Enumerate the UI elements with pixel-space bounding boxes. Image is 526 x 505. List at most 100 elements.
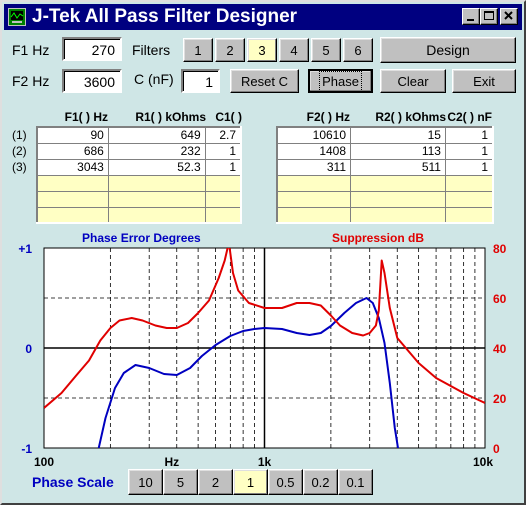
row-label-2: (2) <box>12 144 27 158</box>
phase-scale-button-label: 1 <box>246 474 255 490</box>
phase-scale-0_1-button[interactable]: 0.1 <box>338 469 373 495</box>
filter-6-button[interactable]: 6 <box>343 38 373 62</box>
filter-4-button[interactable]: 4 <box>279 38 309 62</box>
table-cell[interactable] <box>444 174 494 192</box>
table-cell[interactable] <box>444 206 494 224</box>
phase-scale-button-label: 0.1 <box>346 474 365 490</box>
table1-header-f1: F1( ) Hz <box>64 110 108 124</box>
table-cell[interactable]: 1 <box>444 158 494 176</box>
filter-button-label: 6 <box>354 42 362 58</box>
table-row <box>36 206 242 224</box>
table-row <box>36 174 242 192</box>
table1: 90 649 2.7 686 232 1 3043 52.3 1 <box>36 126 242 224</box>
filter-1-button[interactable]: 1 <box>183 38 213 62</box>
x-tick-label: 10k <box>473 455 493 469</box>
table-cell[interactable] <box>444 190 494 208</box>
table-cell[interactable] <box>276 190 352 208</box>
phase-suppression-chart: Phase Error Degrees Suppression dB +1 0 -1 80… <box>18 231 507 469</box>
table-cell[interactable]: 311 <box>276 158 352 176</box>
table-cell[interactable]: 1408 <box>276 142 352 160</box>
x-tick-label: Hz <box>165 455 180 469</box>
maximize-icon <box>484 11 494 20</box>
x-tick-label: 1k <box>258 455 272 469</box>
table1-header-r1: R1( ) kOhms <box>135 110 206 124</box>
phase-scale-button-label: 10 <box>138 474 153 490</box>
table-row: 10610 15 1 <box>276 126 494 144</box>
table-cell[interactable]: 1 <box>444 142 494 160</box>
table-cell[interactable]: 232 <box>107 142 206 160</box>
phase-scale-10-button[interactable]: 10 <box>128 469 163 495</box>
table-cell[interactable]: 686 <box>36 142 109 160</box>
table-cell[interactable] <box>204 174 242 192</box>
clear-label: Clear <box>397 73 429 89</box>
table-cell[interactable] <box>36 190 109 208</box>
y-right-tick-label: 40 <box>493 342 507 356</box>
table2-header-f2: F2( ) Hz <box>306 110 350 124</box>
filter-2-button[interactable]: 2 <box>215 38 245 62</box>
suppression-title: Suppression dB <box>332 231 424 245</box>
reset-c-button[interactable]: Reset C <box>230 69 299 93</box>
table-cell[interactable]: 113 <box>350 142 446 160</box>
filter-button-label: 1 <box>194 42 202 58</box>
table-cell[interactable]: 52.3 <box>107 158 206 176</box>
table-cell[interactable]: 1 <box>444 126 494 144</box>
phase-scale-label: Phase Scale <box>32 474 114 490</box>
table-cell[interactable] <box>350 174 446 192</box>
filter-button-label: 4 <box>290 42 298 58</box>
table-cell[interactable] <box>350 190 446 208</box>
y-left-tick-label: 0 <box>25 342 32 356</box>
table2: 10610 15 1 1408 113 1 311 511 1 <box>276 126 494 224</box>
phase-scale-button-label: 2 <box>211 474 220 490</box>
phase-scale-0_2-button[interactable]: 0.2 <box>303 469 338 495</box>
f1-label: F1 Hz <box>12 42 50 58</box>
table-cell[interactable]: 511 <box>350 158 446 176</box>
clear-button[interactable]: Clear <box>380 69 446 93</box>
table-cell[interactable] <box>204 206 242 224</box>
minimize-button[interactable] <box>462 8 480 25</box>
phase-scale-0_5-button[interactable]: 0.5 <box>268 469 303 495</box>
phase-scale-1-button[interactable]: 1 <box>233 469 268 495</box>
filter-button-label: 3 <box>258 42 266 58</box>
table-cell[interactable] <box>107 206 206 224</box>
filter-3-button[interactable]: 3 <box>247 38 277 62</box>
filter-button-label: 2 <box>226 42 234 58</box>
table-cell[interactable]: 10610 <box>276 126 352 144</box>
close-button[interactable] <box>500 8 518 25</box>
table-row <box>276 206 494 224</box>
table-row: 311 511 1 <box>276 158 494 176</box>
design-button[interactable]: Design <box>380 37 516 63</box>
table-row: 686 232 1 <box>36 142 242 160</box>
y-right-tick-label: 0 <box>493 442 500 456</box>
phase-label: Phase <box>319 70 362 92</box>
c-input[interactable]: 1 <box>181 69 220 93</box>
phase-scale-2-button[interactable]: 2 <box>198 469 233 495</box>
exit-button[interactable]: Exit <box>452 69 516 93</box>
phase-scale-5-button[interactable]: 5 <box>163 469 198 495</box>
y-left-tick-label: +1 <box>18 242 32 256</box>
app-icon <box>8 8 26 26</box>
table-cell[interactable] <box>276 206 352 224</box>
table-cell[interactable]: 15 <box>350 126 446 144</box>
f1-input[interactable]: 270 <box>62 37 122 61</box>
table-cell[interactable] <box>107 190 206 208</box>
title-bar: J-Tek All Pass Filter Designer <box>4 4 522 30</box>
table-cell[interactable] <box>36 206 109 224</box>
phase-scale-button-label: 5 <box>176 474 185 490</box>
filter-5-button[interactable]: 5 <box>311 38 341 62</box>
table-cell[interactable]: 90 <box>36 126 109 144</box>
phase-scale-button-label: 0.2 <box>311 474 330 490</box>
y-right-tick-label: 20 <box>493 392 507 406</box>
table-cell[interactable] <box>36 174 109 192</box>
maximize-button[interactable] <box>480 8 498 25</box>
minimize-icon <box>467 19 474 21</box>
table-cell[interactable] <box>350 206 446 224</box>
table-cell[interactable]: 649 <box>107 126 206 144</box>
close-icon <box>504 11 513 20</box>
table2-header-r2: R2( ) kOhms <box>375 110 446 124</box>
row-label-3: (3) <box>12 160 27 174</box>
f2-input[interactable]: 3600 <box>62 69 122 93</box>
table-row: 1408 113 1 <box>276 142 494 160</box>
c-label: C (nF) <box>134 71 174 87</box>
phase-button[interactable]: Phase <box>308 69 373 93</box>
